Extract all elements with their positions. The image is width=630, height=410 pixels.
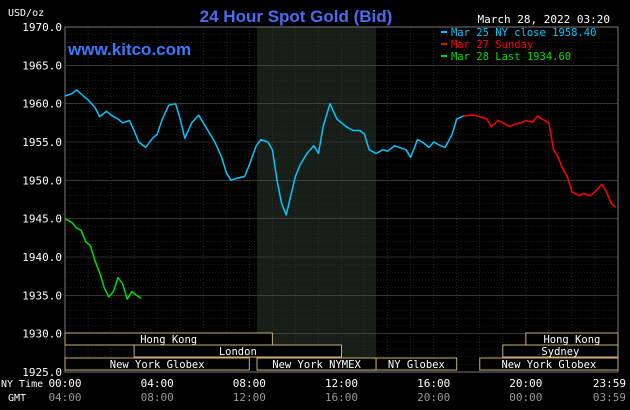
market-sessions: Hong Kong London New York Globex New York N…	[64, 332, 619, 371]
y-tick-label: 1940.0	[22, 251, 62, 264]
price-series-line	[64, 89, 464, 216]
session-label: Hong Kong	[543, 334, 600, 346]
ny-time-tick: 12:00	[325, 377, 358, 390]
chart-datetime: March 28, 2022 03:20	[478, 13, 610, 26]
session-label: New York NYMEX	[272, 359, 361, 371]
price-series-line	[463, 114, 617, 208]
session-label: New York Globex	[501, 359, 596, 371]
price-lines	[64, 89, 617, 300]
legend-swatch	[441, 55, 447, 57]
y-tick-label: 1960.0	[22, 98, 62, 111]
session-bar	[502, 344, 619, 358]
session-label: New York Globex	[110, 359, 205, 371]
legend-label: Mar 27 Sunday	[451, 39, 533, 51]
session-bar	[64, 357, 250, 371]
watermark-link[interactable]: www.kitco.com	[67, 40, 191, 59]
session-label: Sydney	[541, 346, 579, 358]
y-tick-label: 1970.0	[22, 21, 62, 34]
plot-frame	[64, 26, 619, 373]
legend-label: Mar 25 NY close 1958.40	[451, 27, 596, 39]
ny-time-tick: 20:00	[509, 377, 542, 390]
legend-swatch	[441, 31, 447, 33]
session-bar	[375, 357, 458, 371]
gmt-label: GMT	[8, 393, 26, 404]
y-tick-label: 1935.0	[22, 289, 62, 302]
ny-time-tick: 16:00	[417, 377, 450, 390]
y-tick-label: 1955.0	[22, 136, 62, 149]
gmt-time-tick: 20:00	[417, 391, 450, 404]
ny-time-tick: 23:59	[593, 377, 626, 390]
gmt-time-tick: 00:00	[509, 391, 542, 404]
y-tick-label: 1925.0	[22, 366, 62, 379]
session-label: Hong Kong	[140, 334, 197, 346]
session-bar	[133, 344, 342, 358]
ny-time-tick: 08:00	[233, 377, 266, 390]
chart-title: 24 Hour Spot Gold (Bid)	[200, 7, 393, 26]
gmt-time-tick: 08:00	[141, 391, 174, 404]
price-series-line	[64, 218, 142, 300]
price-axis: 1970.0 1965.0 1960.0 1955.0 1950.0 1945.0 1940…	[22, 21, 62, 379]
gmt-time-tick: 16:00	[325, 391, 358, 404]
y-tick-label: 1945.0	[22, 213, 62, 226]
nymex-session-highlight	[256, 27, 377, 372]
ny-time-label: NY Time	[1, 379, 43, 390]
legend-swatch	[441, 43, 447, 45]
highlight-band	[256, 27, 377, 372]
session-bar	[479, 357, 619, 371]
time-axis: NY TimeGMT00:0004:0004:0008:0008:0012:00…	[1, 377, 626, 404]
ny-time-tick: 00:00	[48, 377, 81, 390]
gmt-time-tick: 03:59	[593, 391, 626, 404]
session-label: London	[219, 346, 257, 358]
y-tick-label: 1965.0	[22, 59, 62, 72]
ny-time-tick: 04:00	[141, 377, 174, 390]
session-label: NY Globex	[388, 359, 445, 371]
legend-label: Mar 28 Last 1934.60	[451, 51, 571, 63]
gmt-time-tick: 04:00	[48, 391, 81, 404]
y-tick-label: 1950.0	[22, 174, 62, 187]
unit-label: USD/oz	[8, 8, 44, 19]
gmt-time-tick: 12:00	[233, 391, 266, 404]
y-tick-label: 1930.0	[22, 328, 62, 341]
